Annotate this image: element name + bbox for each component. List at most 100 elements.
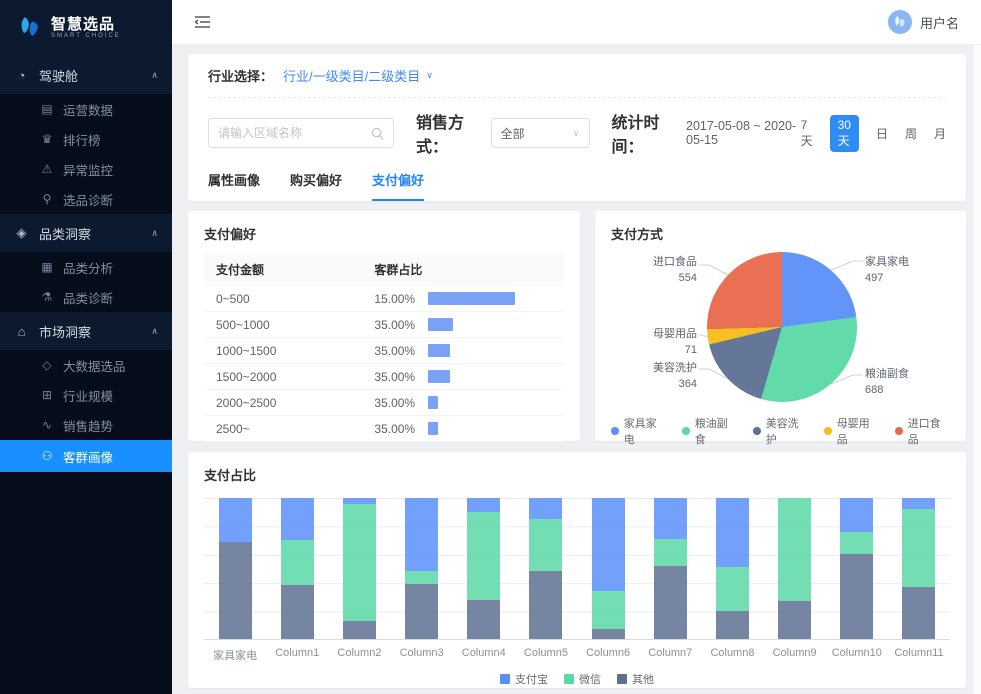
sidebar-item[interactable]: ⚠ 异常监控 — [0, 154, 172, 184]
menu-fold-icon[interactable] — [194, 15, 211, 29]
legend-item[interactable]: 母婴用品 — [824, 415, 879, 447]
bar-segment — [405, 571, 439, 584]
filter-card: 行业选择： 行业/一级类目/二级类目 ∨ 销售方式： 全部 ∨ — [188, 54, 966, 201]
scrollbar[interactable] — [973, 45, 981, 694]
pie-label: 母婴用品 71 — [611, 327, 697, 359]
percent-bar — [428, 422, 439, 435]
sidebar-item[interactable]: ▤ 运营数据 — [0, 94, 172, 124]
sidebar-section[interactable]: ◔ 驾驶舱 ∧ — [0, 56, 172, 94]
sidebar-item-label: 客群画像 — [63, 450, 114, 465]
pie-label-value: 497 — [865, 271, 884, 284]
industry-select-row: 行业选择： 行业/一级类目/二级类目 ∨ — [208, 66, 946, 98]
x-axis-label: Column1 — [275, 647, 320, 659]
x-axis-label: Column3 — [399, 647, 444, 659]
sidebar-item[interactable]: ⚇ 客群画像 — [0, 440, 172, 472]
sidebar-menu: ◔ 驾驶舱 ∧ ▤ 运营数据 ♛ 排行榜 ⚠ 异常监控 ⚲ 选品诊断 ◈ 品类洞察 ∧ ▦ 品类分析 ⚗ 品类诊断… — [0, 56, 172, 472]
sidebar-section[interactable]: ◈ 品类洞察 ∧ — [0, 214, 172, 252]
region-search-box[interactable] — [208, 118, 394, 148]
legend-item[interactable]: 美容洗护 — [753, 415, 808, 447]
sidebar-item[interactable]: ⚗ 品类诊断 — [0, 282, 172, 312]
footer: © 2020 Zhonglun Co., Ltd. All rights res… — [188, 688, 966, 694]
industry-cascader[interactable]: 行业/一级类目/二级类目 ∨ — [283, 66, 433, 85]
avatar — [887, 10, 912, 34]
user-area[interactable]: 用户名 — [887, 10, 959, 34]
product-diagnosis-icon: ⚲ — [42, 192, 52, 206]
bar-column — [639, 498, 701, 639]
payment-share-title: 支付占比 — [204, 468, 257, 483]
bar-column — [764, 498, 826, 639]
logo-row[interactable]: 智慧选品 SMART CHOICE — [0, 0, 172, 56]
legend-label: 家具家电 — [623, 418, 657, 446]
stacked-bar — [591, 498, 625, 639]
legend-item[interactable]: 粮油副食 — [682, 415, 737, 447]
legend-dot-icon — [611, 427, 619, 435]
x-axis-label: Column4 — [461, 647, 506, 659]
content: 行业选择： 行业/一级类目/二级类目 ∨ 销售方式： 全部 ∨ — [172, 45, 981, 694]
table-column-header: 支付金额 — [204, 253, 363, 286]
search-icon — [371, 127, 384, 139]
pie-label: 进口食品 554 — [611, 255, 697, 287]
stacked-bar — [529, 498, 563, 639]
stacked-bar-chart — [204, 498, 950, 640]
bar-column — [515, 498, 577, 639]
time-range-value[interactable]: 2017-05-08 ~ 2020-05-15 — [686, 119, 797, 147]
sidebar: 智慧选品 SMART CHOICE ◔ 驾驶舱 ∧ ▤ 运营数据 ♛ 排行榜 ⚠ 异常监控 ⚲ 选品… — [0, 0, 172, 694]
bar-column — [453, 498, 515, 639]
sidebar-item[interactable]: ▦ 品类分析 — [0, 252, 172, 282]
bar-segment — [467, 512, 501, 600]
legend-item[interactable]: 其他 — [617, 671, 654, 687]
bar-segment — [902, 509, 936, 587]
bar-column — [328, 498, 390, 639]
time-range-label: 统计时间： — [611, 115, 660, 156]
tab-item[interactable]: 属性画像 — [208, 173, 261, 188]
legend-item[interactable]: 家具家电 — [611, 415, 666, 447]
sales-mode-label: 销售方式： — [416, 115, 465, 156]
tab-item[interactable]: 购买偏好 — [290, 173, 343, 188]
table-row: 2000~2500 35.00% — [204, 389, 564, 416]
sidebar-item[interactable]: ♛ 排行榜 — [0, 124, 172, 154]
tab-active[interactable]: 支付偏好 — [372, 170, 425, 201]
bar-segment — [405, 498, 439, 572]
sidebar-item-label: 选品诊断 — [63, 193, 114, 208]
legend-item[interactable]: 进口食品 — [895, 415, 950, 447]
bar-segment — [715, 567, 749, 611]
bar-segment — [591, 591, 625, 630]
table-row: 500~1000 35.00% — [204, 311, 564, 338]
industry-select-label: 行业选择： — [208, 69, 274, 84]
percent-cell: 35.00% — [362, 415, 564, 442]
x-axis-label: Column11 — [894, 647, 944, 659]
time-range-button[interactable]: 30天 — [829, 114, 859, 152]
time-range-button[interactable]: 月 — [933, 126, 946, 141]
time-range-buttons: 7天 30天 日 周 月 — [800, 114, 946, 152]
pie-legend: 家具家电 粮油副食 美容洗护 母婴用品 进口食品 — [611, 415, 950, 447]
sidebar-submenu: ◇ 大数据选品 ⊞ 行业规模 ∿ 销售趋势 ⚇ 客群画像 — [0, 350, 172, 472]
legend-dot-icon — [895, 427, 903, 435]
sales-mode-select[interactable]: 全部 ∨ — [490, 118, 590, 148]
bar-segment — [591, 498, 625, 592]
pie — [707, 252, 857, 402]
sidebar-item[interactable]: ⊞ 行业规模 — [0, 380, 172, 410]
filter-row: 销售方式： 全部 ∨ 统计时间： 2017-05-08 ~ 2020-05-15… — [208, 109, 946, 157]
sidebar-section-label: 驾驶舱 — [39, 68, 79, 84]
sidebar-item-label: 销售趋势 — [63, 419, 114, 434]
time-range-button[interactable]: 日 — [875, 126, 888, 141]
bar-segment — [218, 541, 252, 639]
sidebar-item[interactable]: ◇ 大数据选品 — [0, 350, 172, 380]
bar-segment — [467, 599, 501, 639]
sidebar-item[interactable]: ⚲ 选品诊断 — [0, 184, 172, 214]
bar-column — [577, 498, 639, 639]
sidebar-item[interactable]: ∿ 销售趋势 — [0, 410, 172, 440]
time-range-button[interactable]: 7天 — [800, 117, 813, 148]
bar-segment — [778, 498, 812, 601]
amount-range-cell: 1000~1500 — [204, 337, 363, 364]
legend-item[interactable]: 微信 — [564, 671, 601, 687]
region-search-input[interactable] — [218, 126, 371, 140]
percent-value: 35.00% — [374, 369, 416, 384]
legend-item[interactable]: 支付宝 — [500, 671, 548, 687]
bar-segment — [902, 586, 936, 639]
percent-bar — [428, 370, 451, 383]
pie-label-value: 554 — [678, 271, 697, 284]
x-axis-label: Column2 — [337, 647, 382, 659]
time-range-button[interactable]: 周 — [904, 126, 917, 141]
sidebar-section[interactable]: ⌂ 市场洞察 ∧ — [0, 312, 172, 350]
